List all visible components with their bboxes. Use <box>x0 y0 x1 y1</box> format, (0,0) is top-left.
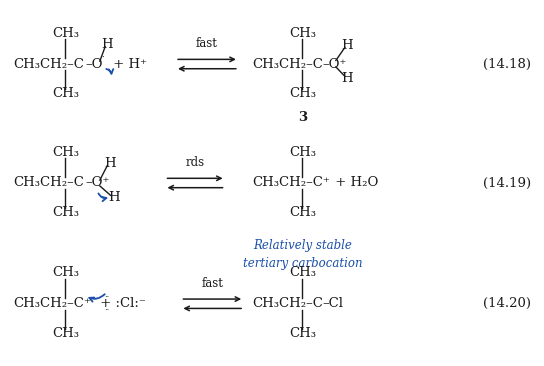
Text: 3: 3 <box>298 111 307 124</box>
Text: CH₃: CH₃ <box>52 27 79 40</box>
Text: H: H <box>101 38 113 51</box>
Text: CH₃CH₂–C⁺: CH₃CH₂–C⁺ <box>14 297 91 310</box>
Text: –O⁺: –O⁺ <box>323 57 347 71</box>
Text: CH₃: CH₃ <box>289 266 316 279</box>
Text: CH₃CH₂–C: CH₃CH₂–C <box>252 297 323 310</box>
Text: (14.20): (14.20) <box>483 297 531 310</box>
Text: + H₂O: + H₂O <box>331 176 378 190</box>
Text: CH₃CH₂–C: CH₃CH₂–C <box>252 57 323 71</box>
Text: + H⁺: + H⁺ <box>109 57 147 71</box>
Text: CH₃: CH₃ <box>289 146 316 158</box>
Text: CH₃: CH₃ <box>289 327 316 340</box>
Text: CH₃: CH₃ <box>289 87 316 100</box>
Text: (14.19): (14.19) <box>483 176 531 190</box>
Text: CH₃CH₂–C: CH₃CH₂–C <box>14 176 84 190</box>
Text: ··: ·· <box>104 306 109 314</box>
Text: CH₃: CH₃ <box>289 206 316 219</box>
Text: H: H <box>342 72 354 85</box>
Text: (14.18): (14.18) <box>483 57 531 71</box>
Text: Relatively stable
tertiary carbocation: Relatively stable tertiary carbocation <box>243 239 362 270</box>
Text: CH₃: CH₃ <box>52 146 79 158</box>
Text: –Cl: –Cl <box>323 297 344 310</box>
Text: –O⁺: –O⁺ <box>85 176 110 190</box>
Text: fast: fast <box>201 277 223 290</box>
Text: CH₃: CH₃ <box>52 87 79 100</box>
Text: CH₃CH₂–C: CH₃CH₂–C <box>14 57 84 71</box>
Text: H: H <box>108 191 120 204</box>
Text: fast: fast <box>196 37 218 51</box>
Text: ··: ·· <box>104 293 109 301</box>
Text: CH₃CH₂–C⁺: CH₃CH₂–C⁺ <box>252 176 330 190</box>
Text: CH₃: CH₃ <box>52 206 79 219</box>
Text: rds: rds <box>186 156 205 169</box>
Text: H: H <box>342 39 354 52</box>
Text: CH₃: CH₃ <box>289 27 316 40</box>
Text: CH₃: CH₃ <box>52 266 79 279</box>
Text: + :Cl:⁻: + :Cl:⁻ <box>96 297 145 310</box>
Text: H: H <box>104 157 116 170</box>
Text: CH₃: CH₃ <box>52 327 79 340</box>
Text: ··: ·· <box>99 53 104 62</box>
Text: –O: –O <box>85 57 103 71</box>
